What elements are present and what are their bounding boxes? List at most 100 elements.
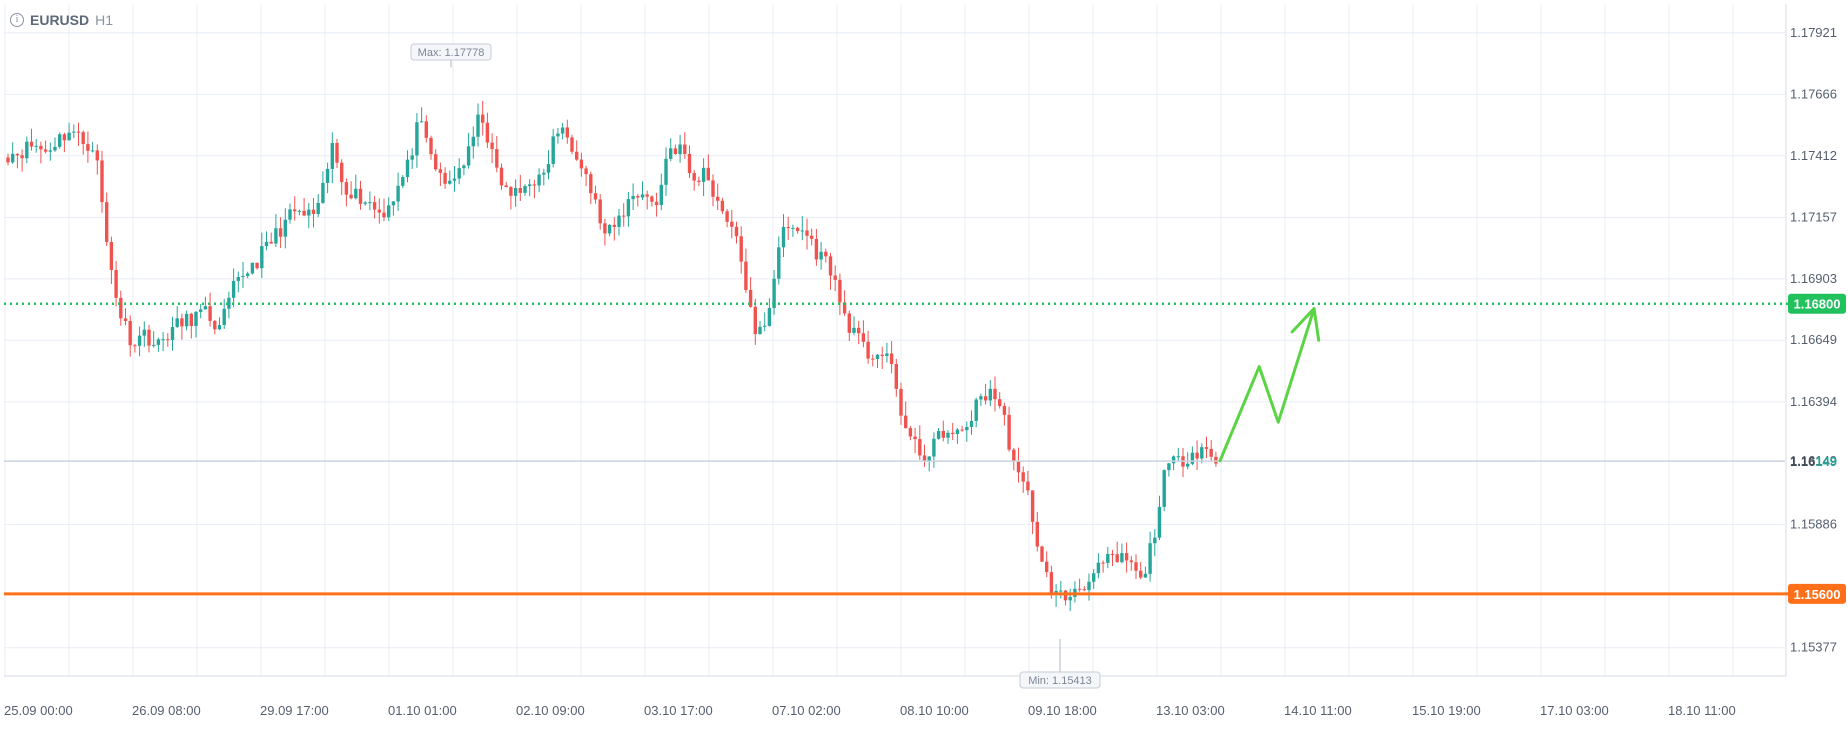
candle-body xyxy=(607,224,612,234)
candle-body xyxy=(1153,537,1157,544)
candle-body xyxy=(786,226,790,229)
candle-body xyxy=(476,114,480,137)
min-label-box xyxy=(1019,671,1101,689)
candle-body xyxy=(636,196,640,198)
candle-body xyxy=(283,219,287,237)
candle-body xyxy=(1021,472,1025,482)
candle-body xyxy=(325,168,330,183)
candle-body xyxy=(913,436,917,440)
candle-body xyxy=(955,429,960,434)
candle-body xyxy=(969,420,974,427)
candle-body xyxy=(885,353,889,356)
candle-body xyxy=(208,306,212,321)
candle-body xyxy=(612,224,616,227)
candle-body xyxy=(457,168,461,179)
candle-body xyxy=(697,180,701,182)
candle-body xyxy=(448,180,452,184)
candle-body xyxy=(1148,543,1152,574)
forecast-arrow xyxy=(1218,307,1316,463)
min-label: Min: 1.15413 xyxy=(1028,675,1092,687)
candle-body xyxy=(382,212,386,218)
candle-body xyxy=(349,194,353,199)
candle-body xyxy=(983,396,988,401)
y-tick-label: 1.16903 xyxy=(1790,271,1837,286)
y-axis-labels: 1.17921 1.17666 1.17412 1.17157 1.16903 1.166… xyxy=(1790,25,1837,655)
candle-body xyxy=(1040,546,1044,562)
candle-body xyxy=(579,159,584,169)
candle-body xyxy=(504,185,508,188)
candle-body xyxy=(302,210,306,216)
x-axis-labels: 25.09 00:00 26.09 08:00 29.09 17:00 01.10 0… xyxy=(4,703,1736,718)
candle-body xyxy=(810,235,814,239)
candle-body xyxy=(852,327,856,333)
candle-body xyxy=(805,230,809,236)
candle-body xyxy=(344,182,349,195)
candle-body xyxy=(575,151,579,160)
candle-body xyxy=(927,456,931,462)
candle-body xyxy=(340,162,344,183)
candle-body xyxy=(246,273,250,276)
candle-body xyxy=(396,185,400,202)
candle-body xyxy=(711,180,715,197)
candle-body xyxy=(528,184,532,187)
x-tick-label: 25.09 00:00 xyxy=(4,703,73,718)
candle-body xyxy=(772,278,776,309)
candle-body xyxy=(1082,589,1086,591)
candle-body xyxy=(1026,481,1030,491)
candle-body xyxy=(227,297,231,309)
candle-body xyxy=(499,167,504,186)
candle-body xyxy=(763,325,767,327)
candle-body xyxy=(838,279,842,303)
candle-body xyxy=(716,196,720,201)
candle-body xyxy=(264,241,269,247)
y-tick-label: 1.17157 xyxy=(1790,209,1837,224)
candle-body xyxy=(288,209,292,220)
candle-body xyxy=(6,157,10,163)
candle-body xyxy=(1096,562,1101,574)
candle-body xyxy=(659,184,663,205)
candle-body xyxy=(363,202,367,204)
candle-body xyxy=(753,306,757,335)
candle-body xyxy=(293,209,297,212)
x-tick-label: 26.09 08:00 xyxy=(132,703,201,718)
candle-body xyxy=(767,308,772,326)
candle-body xyxy=(241,275,245,278)
y-tick-label: 1.15886 xyxy=(1790,517,1837,532)
candle-body xyxy=(871,358,875,360)
candle-body xyxy=(48,150,52,152)
candle-body xyxy=(899,388,903,416)
candle-body xyxy=(297,210,302,212)
candle-body xyxy=(692,173,696,181)
candle-body xyxy=(626,199,631,217)
candle-body xyxy=(81,132,85,144)
candle-body xyxy=(39,145,43,150)
x-tick-label: 18.10 11:00 xyxy=(1668,703,1736,718)
candle-body xyxy=(650,196,654,202)
candle-body xyxy=(152,344,156,346)
candle-body xyxy=(988,388,992,401)
candle-body xyxy=(828,256,833,276)
candle-body xyxy=(95,150,99,161)
info-circle-icon[interactable]: i xyxy=(10,13,24,27)
candle-body xyxy=(509,187,513,196)
candle-body xyxy=(335,143,339,163)
candle-body xyxy=(58,134,62,147)
candle-body xyxy=(640,194,645,198)
candle-body xyxy=(372,202,377,210)
candle-body xyxy=(960,429,964,431)
candle-body xyxy=(739,236,743,262)
candle-body xyxy=(114,269,118,298)
candle-body xyxy=(965,426,969,431)
candle-body xyxy=(29,141,34,147)
candle-body xyxy=(734,226,739,237)
candle-body xyxy=(622,215,626,217)
candle-body xyxy=(354,188,358,199)
candle-body xyxy=(683,144,687,154)
candle-body xyxy=(170,326,175,340)
candle-body xyxy=(748,289,753,307)
candle-body xyxy=(274,228,278,244)
candle-body xyxy=(687,153,692,174)
candle-body xyxy=(1016,461,1021,473)
